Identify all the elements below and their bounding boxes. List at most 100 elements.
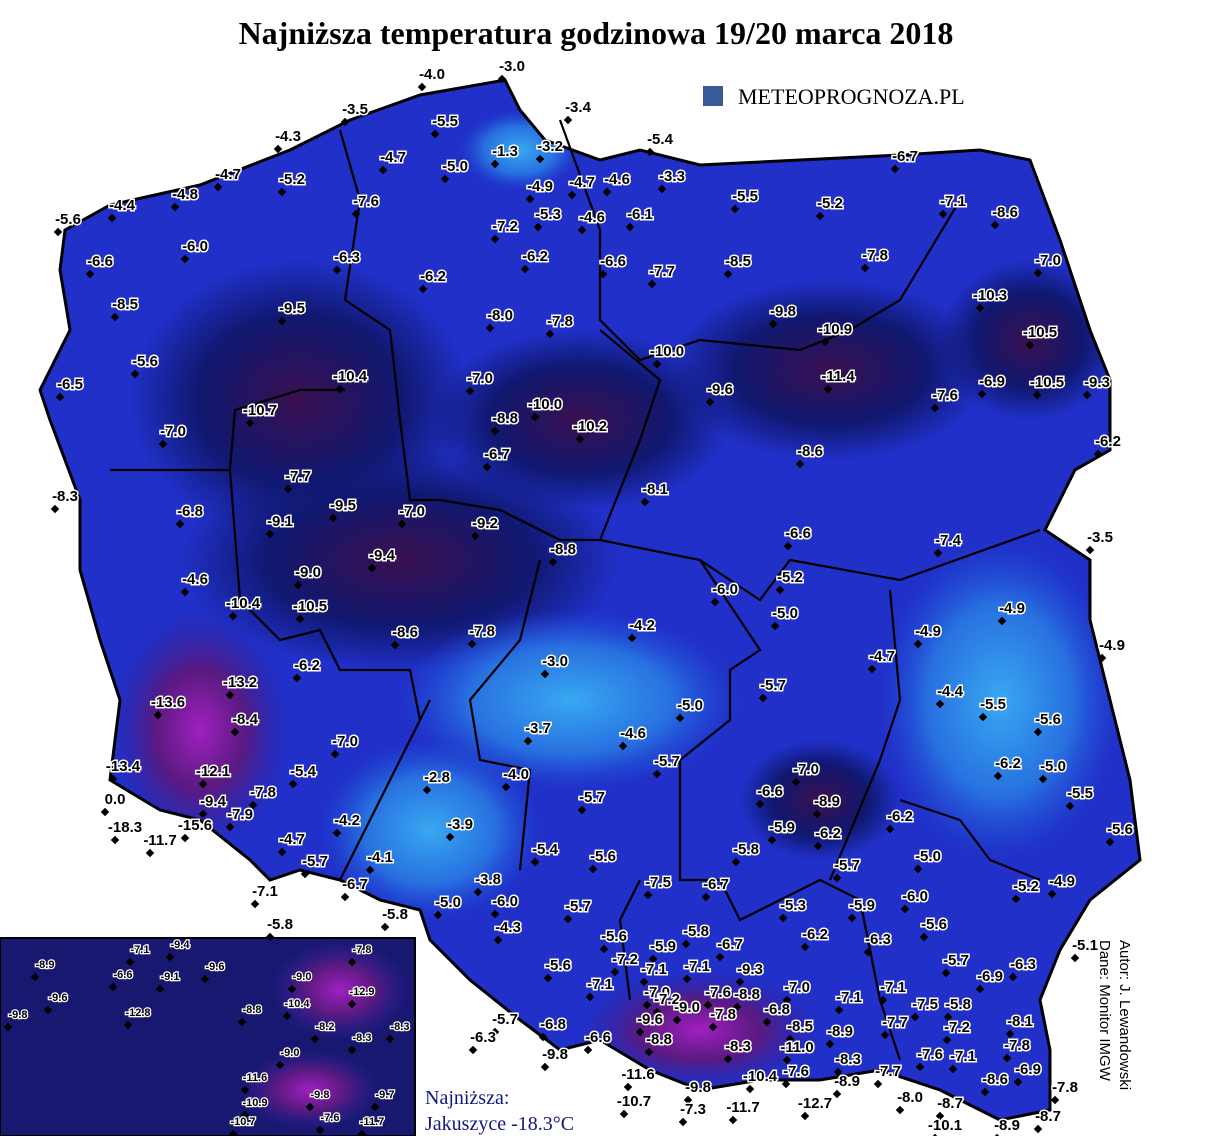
station-marker (993, 771, 1003, 781)
station-temperature: -8.3 (835, 1051, 861, 1068)
station-marker (497, 74, 507, 84)
station-marker (919, 932, 929, 942)
station-temperature: -8.5 (787, 1018, 813, 1035)
station-marker (418, 284, 428, 294)
station-temperature: -5.7 (943, 952, 969, 969)
station-temperature: -5.8 (683, 923, 709, 940)
station-marker (330, 749, 340, 759)
station-marker (975, 984, 985, 994)
station-temperature: -5.4 (532, 841, 559, 858)
station-temperature: -5.7 (302, 853, 328, 870)
station-temperature: -4.1 (367, 849, 393, 866)
station-marker (390, 640, 400, 650)
station-marker (490, 159, 500, 169)
station-temperature: -9.4 (171, 939, 191, 951)
station-marker (482, 462, 492, 472)
station-temperature: -5.6 (55, 211, 81, 228)
station-temperature: -10.5 (293, 598, 327, 615)
station-marker (468, 1045, 478, 1055)
facebook-icon[interactable] (703, 86, 723, 106)
record-value: Jakuszyce -18.3°C (425, 1113, 574, 1135)
station-marker (782, 1055, 792, 1065)
station-temperature: -7.4 (935, 532, 962, 549)
station-marker (910, 1012, 920, 1022)
station-temperature: -10.4 (226, 595, 261, 612)
station-temperature: -4.6 (182, 571, 208, 588)
station-marker (795, 459, 805, 469)
station-marker (834, 1005, 844, 1015)
station-temperature: -7.8 (469, 623, 495, 640)
station-temperature: -6.3 (334, 249, 360, 266)
station-marker (1013, 1077, 1023, 1087)
station-temperature: -7.8 (862, 247, 888, 264)
station-temperature: -11.4 (821, 368, 855, 385)
station-temperature: -7.8 (547, 313, 573, 330)
station-temperature: -7.1 (684, 958, 710, 975)
station-temperature: -4.7 (279, 831, 305, 848)
station-temperature: -4.9 (1049, 873, 1075, 890)
station-marker (755, 799, 765, 809)
station-temperature: -10.9 (818, 321, 852, 338)
station-marker (467, 639, 477, 649)
station-temperature: -7.0 (644, 984, 670, 1001)
station-temperature: -7.2 (612, 951, 638, 968)
station-temperature: -6.6 (87, 253, 113, 270)
station-marker (445, 832, 455, 842)
station-marker (365, 865, 375, 875)
station-marker (648, 954, 658, 964)
station-temperature: -6.8 (764, 1001, 790, 1018)
station-marker (678, 1117, 688, 1127)
station-temperature: -7.6 (932, 387, 958, 404)
station-temperature: -8.5 (112, 296, 138, 313)
station-temperature: -6.9 (979, 373, 1005, 390)
station-temperature: -6.5 (57, 376, 83, 393)
station-marker (380, 922, 390, 932)
station-marker (1032, 390, 1042, 400)
station-temperature: -6.2 (294, 657, 320, 674)
station-temperature: -5.2 (1013, 878, 1039, 895)
station-marker (305, 1102, 315, 1112)
station-temperature: -9.5 (330, 497, 356, 514)
station-temperature: -1.3 (492, 143, 518, 160)
station-temperature: -10.0 (650, 343, 684, 360)
station-marker (433, 910, 443, 920)
station-marker (800, 1111, 810, 1121)
station-marker (823, 384, 833, 394)
station-marker (1093, 449, 1103, 459)
station-temperature: -7.0 (332, 733, 358, 750)
station-temperature: -4.7 (380, 149, 406, 166)
station-marker (598, 269, 608, 279)
station-marker (473, 887, 483, 897)
station-temperature: -7.8 (250, 784, 276, 801)
station-temperature: -6.9 (1015, 1061, 1041, 1078)
logo[interactable]: METEOPROGNOZA.PL (738, 84, 965, 109)
station-marker (1105, 837, 1115, 847)
station-temperature: -5.0 (915, 848, 941, 865)
station-temperature: -3.4 (565, 99, 592, 116)
station-marker (292, 673, 302, 683)
station-marker (340, 117, 350, 127)
station-marker (538, 1032, 548, 1042)
station-marker (1005, 1029, 1015, 1039)
station-temperature: -7.1 (131, 944, 150, 956)
station-temperature: -6.9 (977, 968, 1003, 985)
station-marker (545, 329, 555, 339)
station-temperature: -8.7 (1035, 1108, 1061, 1125)
station-marker (885, 824, 895, 834)
station-marker (975, 303, 985, 313)
station-temperature: -6.2 (1095, 433, 1121, 450)
station-temperature: -4.7 (215, 166, 241, 183)
station-marker (878, 995, 888, 1005)
station-temperature: -6.6 (757, 783, 783, 800)
station-temperature: -5.6 (1107, 821, 1133, 838)
station-temperature: -7.8 (1052, 1079, 1078, 1096)
station-temperature: -5.6 (590, 848, 616, 865)
station-marker (530, 412, 540, 422)
station-marker (250, 899, 260, 909)
station-temperature: -6.0 (902, 888, 928, 905)
station-temperature: -4.4 (937, 683, 964, 700)
station-temperature: -8.3 (52, 488, 78, 505)
station-temperature: -5.8 (733, 841, 759, 858)
station-temperature: -6.1 (627, 206, 653, 223)
station-temperature: -2.8 (424, 769, 450, 786)
